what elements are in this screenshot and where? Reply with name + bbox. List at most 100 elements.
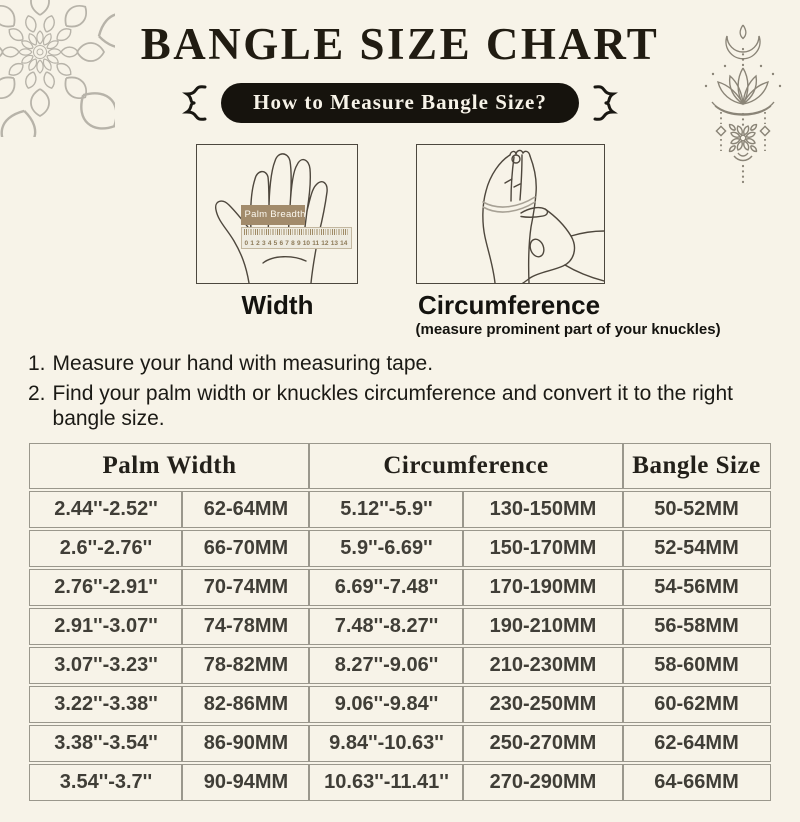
table-cell: 82-86MM (182, 686, 310, 724)
table-row: 2.6''-2.76'' 66-70MM 5.9''-6.69'' 150-170MM… (29, 530, 771, 568)
circumference-caption: Circumference (417, 290, 601, 320)
table-cell: 8.27''-9.06'' (309, 647, 464, 685)
table-cell: 74-78MM (182, 608, 310, 646)
table-cell: 2.44''-2.52'' (29, 491, 183, 529)
instruction-item: 2. Find your palm width or knuckles circ… (28, 381, 788, 431)
table-row: 2.44''-2.52'' 62-64MM 5.12''-5.9'' 130-150M… (29, 491, 771, 529)
ruler-number: 2 (256, 240, 260, 247)
table-cell: 7.48''-8.27'' (309, 608, 464, 646)
table-cell: 3.22''-3.38'' (29, 686, 183, 724)
size-table: Palm Width Circumference Bangle Size 2.4… (29, 441, 771, 803)
how-to-measure-banner: How to Measure Bangle Size? (221, 83, 579, 123)
table-cell: 2.6''-2.76'' (29, 530, 183, 568)
table-header-row: Palm Width Circumference Bangle Size (29, 443, 771, 490)
table-cell: 70-74MM (182, 569, 310, 607)
table-cell: 250-270MM (463, 725, 623, 763)
table-cell: 3.38''-3.54'' (29, 725, 183, 763)
table-header-palm-width: Palm Width (29, 443, 310, 490)
ruler-number: 3 (261, 240, 266, 247)
table-cell: 56-58MM (622, 608, 771, 646)
table-cell: 58-60MM (622, 647, 771, 685)
table-row: 3.54''-3.7'' 90-94MM 10.63''-11.41'' 270-29… (29, 764, 771, 802)
table-cell: 3.54''-3.7'' (29, 764, 183, 802)
table-row: 3.38''-3.54'' 86-90MM 9.84''-10.63'' 250-27… (29, 725, 771, 763)
ruler-number: 1 (250, 240, 254, 247)
table-cell: 50-52MM (622, 491, 771, 529)
table-cell: 3.07''-3.23'' (29, 647, 183, 685)
instruction-text: Find your palm width or knuckles circumf… (52, 381, 733, 430)
palm-breadth-label: Palm Breadth (240, 205, 305, 225)
table-cell: 2.91''-3.07'' (29, 608, 183, 646)
table-cell: 9.06''-9.84'' (309, 686, 464, 724)
drop-icon (739, 24, 747, 40)
instruction-number: 2. (28, 381, 46, 405)
table-cell: 130-150MM (463, 491, 623, 529)
table-cell: 90-94MM (182, 764, 310, 802)
table-cell: 5.9''-6.69'' (309, 530, 464, 568)
diamond-charm-icon (715, 125, 727, 137)
table-cell: 64-66MM (622, 764, 771, 802)
ruler-number: 0 (244, 240, 249, 247)
size-table-body: 2.44''-2.52'' 62-64MM 5.12''-5.9'' 130-150M… (29, 491, 771, 802)
table-cell: 54-56MM (622, 569, 771, 607)
ruler-number: 7 (285, 240, 289, 247)
table-cell: 2.76''-2.91'' (29, 569, 183, 607)
flourish-right-icon (593, 85, 618, 121)
ruler-ticks-icon (243, 229, 349, 235)
table-cell: 62-64MM (622, 725, 771, 763)
measurement-diagrams: Palm Breadth 0 1 2 3 4 5 6 7 8 9 10 11 12 13 14 (0, 144, 800, 284)
rosette-flower-icon (728, 123, 758, 153)
table-cell: 52-54MM (622, 530, 771, 568)
table-cell: 5.12''-5.9'' (309, 491, 464, 529)
width-caption: Width (241, 290, 314, 320)
page-title: BANGLE SIZE CHART (140, 19, 660, 69)
ruler-number: 8 (291, 240, 295, 247)
table-cell: 150-170MM (463, 530, 623, 568)
circumference-diagram-box (415, 144, 605, 284)
instruction-text: Measure your hand with measuring tape. (52, 351, 434, 375)
banner-row: How to Measure Bangle Size? (0, 82, 800, 124)
table-header-bangle-size: Bangle Size (622, 443, 771, 490)
ruler-number: 4 (267, 240, 272, 247)
table-cell: 10.63''-11.41'' (309, 764, 464, 802)
ruler-number: 11 (312, 240, 320, 247)
table-cell: 62-64MM (182, 491, 310, 529)
hands-circumference-illustration (481, 149, 604, 283)
ruler-number: 5 (273, 240, 278, 247)
instruction-item: 1. Measure your hand with measuring tape… (28, 351, 788, 376)
table-cell: 210-230MM (463, 647, 623, 685)
diagram-captions: Width Circumference (measure prominent p… (0, 291, 800, 338)
sprig-icon (737, 152, 749, 157)
lotus-hanging-ornament-icon (704, 24, 782, 184)
instructions-list: 1. Measure your hand with measuring tape… (28, 351, 800, 432)
table-cell: 170-190MM (463, 569, 623, 607)
ruler-numbers: 0 1 2 3 4 5 6 7 8 9 10 11 12 13 14 (245, 240, 348, 247)
table-cell: 9.84''-10.63'' (309, 725, 464, 763)
sprig-icon (733, 155, 753, 162)
ruler-number: 14 (340, 240, 348, 247)
table-cell: 270-290MM (463, 764, 623, 802)
table-cell: 78-82MM (182, 647, 310, 685)
crescent-moon-icon (725, 35, 761, 60)
ruler-number: 6 (279, 240, 284, 247)
table-cell: 230-250MM (463, 686, 623, 724)
mandala-flower-icon (0, 0, 115, 137)
lotus-flower-icon (711, 67, 775, 116)
table-row: 3.07''-3.23'' 78-82MM 8.27''-9.06'' 210-230… (29, 647, 771, 685)
table-cell: 190-210MM (463, 608, 623, 646)
table-cell: 6.69''-7.48'' (309, 569, 464, 607)
table-cell: 60-62MM (622, 686, 771, 724)
ruler-number: 9 (296, 240, 301, 247)
table-cell: 66-70MM (182, 530, 310, 568)
circumference-note: (measure prominent part of your knuckles… (415, 320, 721, 338)
ruler-number: 13 (330, 240, 338, 247)
diamond-charm-icon (759, 125, 771, 137)
table-row: 3.22''-3.38'' 82-86MM 9.06''-9.84'' 230-250… (29, 686, 771, 724)
table-header-circumference: Circumference (309, 443, 623, 490)
table-row: 2.91''-3.07'' 74-78MM 7.48''-8.27'' 190-210… (29, 608, 771, 646)
instruction-number: 1. (28, 351, 46, 375)
ruler-number: 12 (321, 240, 329, 247)
table-cell: 86-90MM (182, 725, 310, 763)
width-diagram-box: Palm Breadth 0 1 2 3 4 5 6 7 8 9 10 11 12 13 14 (195, 144, 358, 284)
